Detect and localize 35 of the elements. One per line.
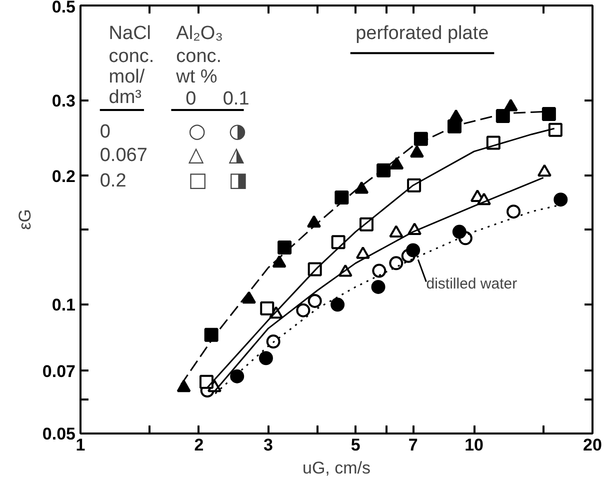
annotation: □ (188, 168, 208, 192)
annotation: 0 (100, 122, 110, 143)
annotation: ◨ (228, 168, 248, 192)
x-tick-label: 7 (408, 436, 418, 454)
x-tick-label: 1 (76, 436, 86, 454)
annotation: △ (188, 142, 204, 166)
y-tick-label: 0.3 (52, 91, 76, 110)
annotation: perforated plate (356, 23, 489, 44)
y-axis-title: εG (15, 209, 34, 230)
annotation: 0 (186, 88, 196, 110)
annotation: distilled water (426, 275, 518, 292)
annotation: 0.2 (100, 170, 126, 192)
y-tick-label: 0.2 (52, 166, 76, 186)
x-tick-label: 2 (194, 436, 204, 454)
annotation: ◮ (228, 142, 245, 166)
x-tick-label: 3 (264, 436, 274, 454)
y-tick-label: 0.07 (42, 362, 76, 381)
annotation: wt % (175, 66, 218, 88)
annotation: dm³ (108, 86, 142, 108)
y-tick-label: 0.05 (42, 424, 76, 444)
y-tick-label: 0.5 (52, 0, 76, 16)
annotation: ○ (188, 118, 206, 143)
annotation: conc. (108, 46, 154, 68)
annotation: NaCl (108, 23, 152, 44)
x-tick-label: 20 (583, 436, 602, 454)
x-tick-label: 5 (350, 436, 360, 454)
annotation: Al₂O₃ (176, 23, 223, 44)
x-tick-label: 10 (464, 436, 484, 454)
annotation: 0.067 (100, 144, 148, 166)
y-tick-label: 0.1 (52, 296, 76, 315)
annotation: 0.1 (222, 88, 250, 110)
annotation: ◑ (228, 118, 246, 143)
annotation: conc. (176, 46, 222, 68)
annotation: mol/ (108, 66, 146, 88)
x-axis-title: uG, cm/s (302, 458, 371, 478)
